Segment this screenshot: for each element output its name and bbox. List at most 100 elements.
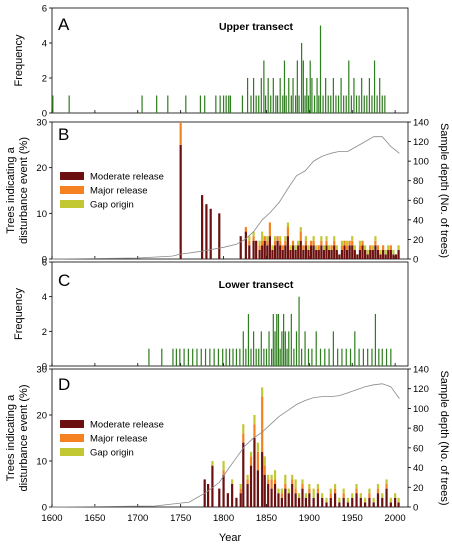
y-tick-label-A: 0	[42, 109, 47, 120]
bar-gap-origin-D	[308, 484, 311, 489]
bar-gap-origin-B	[294, 245, 297, 250]
bar-moderate-release-B	[309, 245, 313, 259]
bar-C	[225, 348, 227, 366]
legend-swatch-D	[60, 420, 84, 428]
bar-major-release-D	[256, 451, 259, 471]
bar-A	[319, 25, 322, 113]
bar-major-release-B	[358, 245, 362, 250]
bar-C	[217, 348, 220, 366]
bar-C	[378, 348, 380, 366]
bar-major-release-B	[376, 245, 380, 250]
bar-A	[337, 95, 340, 113]
bar-moderate-release-B	[209, 208, 212, 259]
bar-gap-origin-D	[333, 484, 337, 489]
bar-C	[337, 348, 339, 366]
bar-A	[275, 95, 277, 113]
bar-C	[183, 348, 185, 366]
x-tick-label: 1950	[342, 513, 363, 524]
y2-tick-label-B: 0	[413, 255, 418, 266]
bar-major-release-B	[284, 240, 287, 246]
bar-moderate-release-B	[353, 249, 356, 259]
bar-moderate-release-B	[317, 249, 320, 259]
bar-moderate-release-B	[294, 249, 297, 259]
bar-A	[222, 95, 225, 113]
y2-axis-label-B: Sample depth (No. of trees)	[438, 123, 450, 258]
bar-gap-origin-D	[263, 456, 266, 466]
bar-gap-origin-D	[297, 493, 301, 498]
bar-major-release-D	[280, 493, 283, 498]
y2-tick-label-D: 120	[413, 384, 429, 395]
bar-C	[371, 348, 373, 366]
bar-A	[252, 78, 255, 113]
bar-major-release-B	[266, 240, 269, 246]
bar-A	[363, 95, 365, 113]
bar-gap-origin-B	[353, 245, 356, 250]
bar-major-release-D	[284, 484, 287, 489]
bar-moderate-release-B	[327, 249, 331, 259]
bar-moderate-release-B	[392, 254, 395, 259]
bar-gap-origin-B	[304, 236, 308, 241]
bar-C	[209, 348, 211, 366]
bar-moderate-release-B	[307, 249, 310, 259]
bar-moderate-release-B	[374, 245, 377, 259]
bar-moderate-release-B	[304, 245, 308, 259]
bar-major-release-B	[291, 240, 295, 246]
bar-moderate-release-B	[284, 245, 287, 259]
bar-major-release-D	[270, 479, 273, 489]
bar-moderate-release-B	[361, 245, 364, 259]
bar-moderate-release-B	[345, 249, 349, 259]
bar-moderate-release-B	[255, 240, 258, 259]
bar-C	[255, 348, 257, 366]
bar-gap-origin-D	[294, 479, 297, 489]
bar-gap-origin-D	[249, 451, 253, 457]
legend-swatch-B	[60, 186, 84, 194]
bar-gap-origin-B	[271, 245, 274, 250]
bar-A	[258, 95, 260, 113]
bar-moderate-release-D	[346, 502, 350, 507]
bar-A	[335, 95, 337, 113]
bar-moderate-release-B	[325, 245, 328, 259]
bar-gap-origin-B	[261, 231, 264, 241]
bar-major-release-D	[263, 465, 266, 475]
bar-gap-origin-B	[333, 236, 336, 241]
bar-A	[379, 78, 381, 113]
bar-A	[283, 60, 286, 113]
bar-moderate-release-D	[351, 497, 354, 507]
bar-moderate-release-D	[308, 493, 311, 507]
bar-gap-origin-B	[379, 249, 382, 255]
y-axis-label-B-line2: disturbance event (%)	[18, 137, 30, 244]
bar-C	[148, 348, 150, 366]
bar-C	[245, 348, 247, 366]
bar-moderate-release-D	[364, 502, 367, 507]
bar-A	[292, 78, 294, 113]
bar-A	[316, 78, 318, 113]
bar-gap-origin-D	[316, 484, 320, 489]
legend-swatch-D	[60, 448, 84, 456]
panel-letter-A: A	[58, 15, 70, 34]
bar-moderate-release-D	[312, 497, 315, 507]
bar-C	[390, 348, 392, 366]
y2-tick-label-D: 40	[413, 463, 424, 474]
bar-A	[350, 95, 352, 113]
bar-A	[290, 95, 292, 113]
bar-major-release-D	[291, 479, 294, 484]
bar-gap-origin-D	[338, 497, 341, 503]
bar-moderate-release-B	[366, 254, 369, 259]
x-axis-label: Year	[219, 532, 242, 544]
bar-gap-origin-B	[312, 236, 315, 241]
bar-C	[311, 348, 313, 366]
bar-C	[324, 348, 326, 366]
bar-A	[68, 95, 70, 113]
bar-moderate-release-D	[338, 502, 341, 507]
bar-A	[277, 95, 279, 113]
bar-major-release-B	[389, 245, 392, 250]
bar-C	[307, 348, 310, 366]
bar-major-release-D	[267, 479, 270, 484]
bar-A	[348, 60, 350, 113]
bar-major-release-B	[244, 227, 247, 232]
bar-moderate-release-B	[358, 249, 362, 259]
bar-gap-origin-D	[321, 493, 324, 498]
bar-gap-origin-B	[320, 236, 323, 241]
bar-moderate-release-D	[304, 497, 308, 507]
bar-moderate-release-B	[315, 249, 318, 259]
